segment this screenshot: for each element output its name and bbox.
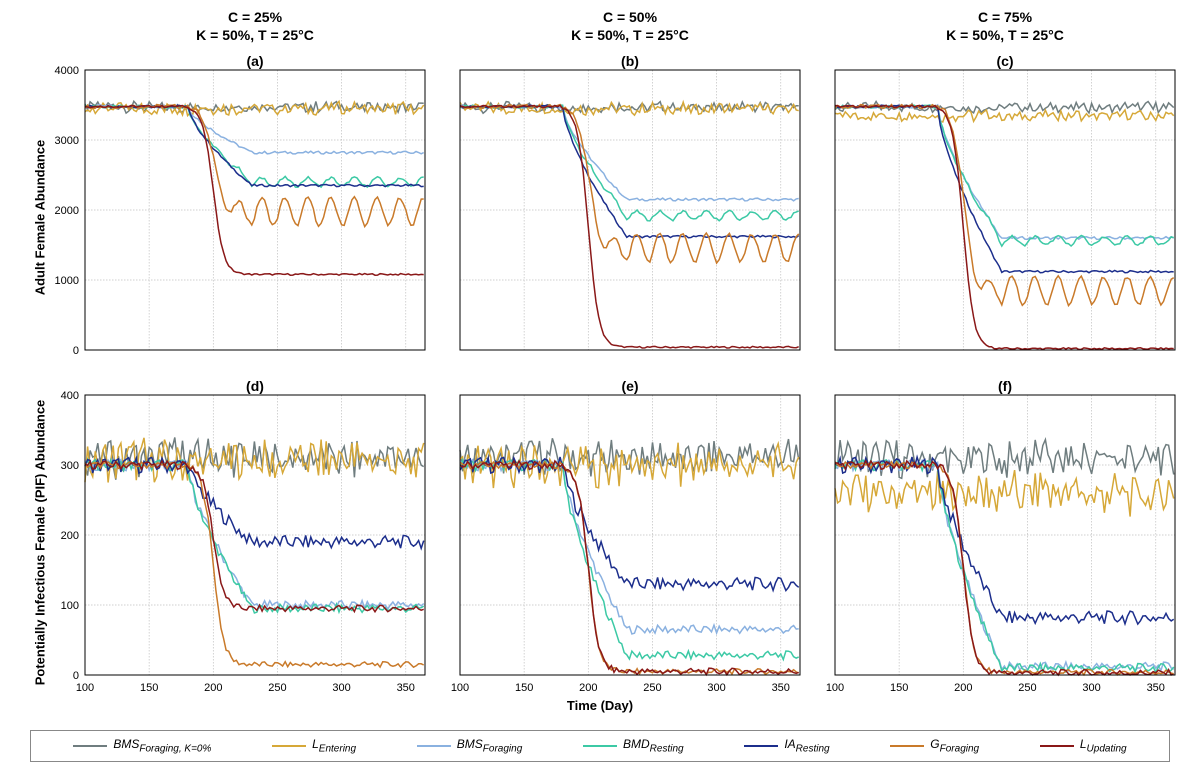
legend-label: LUpdating bbox=[1080, 737, 1127, 754]
col-header-1: C = 50% K = 50%, T = 25°C bbox=[455, 8, 805, 44]
series-BMD_Resting bbox=[835, 460, 1174, 672]
series-G_Foraging bbox=[460, 105, 799, 264]
series-L_Updating bbox=[835, 461, 1174, 675]
legend-label: BMSForaging bbox=[457, 737, 522, 754]
y-tick-label: 200 bbox=[61, 530, 79, 542]
col-header-line1: C = 25% bbox=[228, 9, 282, 25]
col-header-0: C = 25% K = 50%, T = 25°C bbox=[80, 8, 430, 44]
y-tick-label: 3000 bbox=[55, 135, 79, 147]
col-header-line1: C = 75% bbox=[978, 9, 1032, 25]
series-BMS_Foraging bbox=[835, 460, 1174, 671]
series-BMD_Resting bbox=[85, 105, 424, 187]
x-tick-label: 250 bbox=[643, 682, 661, 694]
legend-item-IA_Resting: IAResting bbox=[744, 737, 829, 754]
series-IA_Resting bbox=[85, 105, 424, 186]
series-G_Foraging bbox=[85, 462, 424, 667]
x-tick-label: 150 bbox=[890, 682, 908, 694]
legend-label: BMSForaging, K=0% bbox=[113, 737, 211, 754]
x-tick-label: 200 bbox=[579, 682, 597, 694]
legend-swatch bbox=[1040, 745, 1074, 747]
panel-top-0: 0 1000 2000 3000 4000 bbox=[35, 65, 435, 380]
x-tick-label: 200 bbox=[954, 682, 972, 694]
series-G_Foraging bbox=[460, 462, 799, 675]
legend-label: GForaging bbox=[930, 737, 979, 754]
col-header-line2: K = 50%, T = 25°C bbox=[571, 27, 689, 43]
panel-bot-2: 100 150 200 250 300 350 bbox=[785, 390, 1185, 705]
legend-swatch bbox=[272, 745, 306, 747]
legend-swatch bbox=[583, 745, 617, 747]
legend-swatch bbox=[890, 745, 924, 747]
series-BMS_Foraging bbox=[460, 460, 799, 635]
legend-swatch bbox=[417, 745, 451, 747]
series-L_Updating bbox=[460, 105, 799, 348]
series-L_Updating bbox=[835, 105, 1174, 349]
legend-label: LEntering bbox=[312, 737, 356, 754]
legend-label: BMDResting bbox=[623, 737, 684, 754]
y-tick-label: 0 bbox=[73, 670, 79, 682]
x-tick-label: 100 bbox=[826, 682, 844, 694]
x-tick-label: 250 bbox=[268, 682, 286, 694]
y-tick-label: 300 bbox=[61, 460, 79, 472]
legend-item-L_Updating: LUpdating bbox=[1040, 737, 1127, 754]
series-BMS_Foraging bbox=[460, 105, 799, 201]
series-BMD_Resting bbox=[460, 105, 799, 221]
y-tick-label: 1000 bbox=[55, 275, 79, 287]
series-G_Foraging bbox=[85, 105, 424, 227]
x-tick-label: 150 bbox=[515, 682, 533, 694]
legend-swatch bbox=[744, 745, 778, 747]
x-tick-label: 250 bbox=[1018, 682, 1036, 694]
legend-item-L_Entering: LEntering bbox=[272, 737, 356, 754]
series-G_Foraging bbox=[835, 105, 1174, 306]
series-L_Entering bbox=[835, 470, 1174, 516]
y-tick-label: 400 bbox=[61, 390, 79, 402]
series-IA_Resting bbox=[835, 105, 1174, 273]
y-tick-label: 2000 bbox=[55, 205, 79, 217]
x-tick-label: 300 bbox=[332, 682, 350, 694]
panel-bot-1: 100150200250300350 bbox=[410, 390, 810, 705]
figure-container: { "layout": { "width": 1200, "height": 7… bbox=[0, 0, 1200, 774]
series-L_Updating bbox=[85, 461, 424, 612]
panel-top-2 bbox=[785, 65, 1185, 380]
series-G_Foraging bbox=[835, 462, 1174, 675]
series-BMS_K0 bbox=[835, 440, 1174, 479]
series-BMS_Foraging bbox=[85, 105, 424, 154]
series-L_Updating bbox=[85, 106, 424, 276]
x-tick-label: 150 bbox=[140, 682, 158, 694]
series-BMS_Foraging bbox=[85, 460, 424, 610]
legend-swatch bbox=[73, 745, 107, 747]
x-tick-label: 100 bbox=[451, 682, 469, 694]
series-BMD_Resting bbox=[835, 105, 1174, 246]
x-tick-label: 300 bbox=[1082, 682, 1100, 694]
y-tick-label: 100 bbox=[61, 600, 79, 612]
y-tick-label: 0 bbox=[73, 345, 79, 357]
legend: BMSForaging, K=0% LEntering BMSForaging BMD… bbox=[30, 730, 1170, 762]
x-tick-label: 200 bbox=[204, 682, 222, 694]
x-tick-label: 300 bbox=[707, 682, 725, 694]
legend-item-BMS_K0: BMSForaging, K=0% bbox=[73, 737, 211, 754]
panel-top-1 bbox=[410, 65, 810, 380]
series-L_Updating bbox=[460, 461, 799, 675]
legend-item-BMD_Resting: BMDResting bbox=[583, 737, 684, 754]
legend-item-BMS_Foraging: BMSForaging bbox=[417, 737, 522, 754]
x-tick-label: 100 bbox=[76, 682, 94, 694]
panel-bot-0: 0100200300400100150200250300350 bbox=[35, 390, 435, 705]
col-header-line1: C = 50% bbox=[603, 9, 657, 25]
series-BMS_Foraging bbox=[835, 105, 1174, 240]
legend-item-G_Foraging: GForaging bbox=[890, 737, 979, 754]
legend-label: IAResting bbox=[784, 737, 829, 754]
col-header-line2: K = 50%, T = 25°C bbox=[946, 27, 1064, 43]
x-tick-label: 350 bbox=[1147, 682, 1165, 694]
series-BMD_Resting bbox=[85, 460, 424, 614]
y-tick-label: 4000 bbox=[55, 65, 79, 77]
col-header-line2: K = 50%, T = 25°C bbox=[196, 27, 314, 43]
series-L_Entering bbox=[835, 110, 1174, 122]
series-L_Entering bbox=[460, 102, 799, 115]
col-header-2: C = 75% K = 50%, T = 25°C bbox=[830, 8, 1180, 44]
